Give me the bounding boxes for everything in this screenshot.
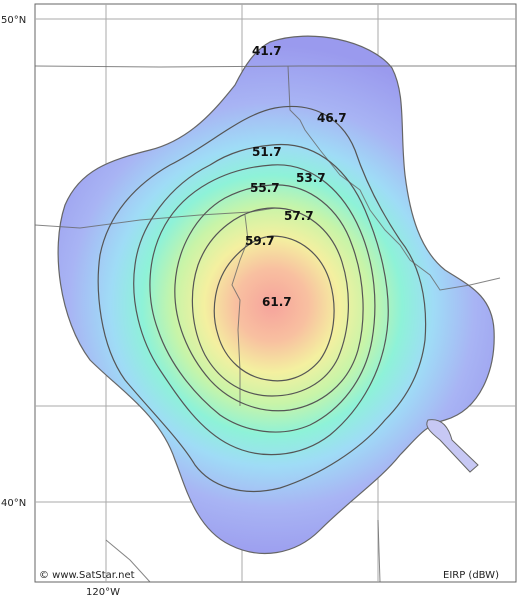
border-line xyxy=(105,539,151,582)
contour-label-46-7: 46.7 xyxy=(317,111,347,125)
copyright-text: © www.SatStar.net xyxy=(39,570,135,581)
contour-57-7 xyxy=(191,207,349,397)
coverage-spur xyxy=(426,419,479,473)
contour-label-57-7: 57.7 xyxy=(284,209,314,223)
contour-lines xyxy=(97,106,427,492)
border-line xyxy=(231,214,249,406)
border-line xyxy=(35,65,516,68)
contour-59-7 xyxy=(213,235,335,382)
legend-unit-label: EIRP (dBW) xyxy=(443,570,499,581)
border-line xyxy=(287,65,501,291)
contour-label-53-7: 53.7 xyxy=(296,171,326,185)
coverage-area xyxy=(57,35,495,555)
contour-label-41-7: 41.7 xyxy=(252,44,282,58)
contour-labels: 41.7 46.7 51.7 53.7 55.7 57.7 59.7 61.7 xyxy=(245,44,347,309)
contour-55-7 xyxy=(174,184,364,412)
contour-label-51-7: 51.7 xyxy=(252,145,282,159)
contour-46-7 xyxy=(97,106,427,492)
border-line xyxy=(377,519,381,582)
lat-label-top: 50°N xyxy=(1,15,26,26)
contour-53-7 xyxy=(149,164,376,433)
lon-label: 120°W xyxy=(86,587,120,598)
contour-label-59-7: 59.7 xyxy=(245,234,275,248)
lat-label-bottom: 40°N xyxy=(1,498,26,509)
contour-51-7 xyxy=(133,143,389,456)
contour-label-61-7: 61.7 xyxy=(262,295,292,309)
contour-label-55-7: 55.7 xyxy=(250,181,280,195)
